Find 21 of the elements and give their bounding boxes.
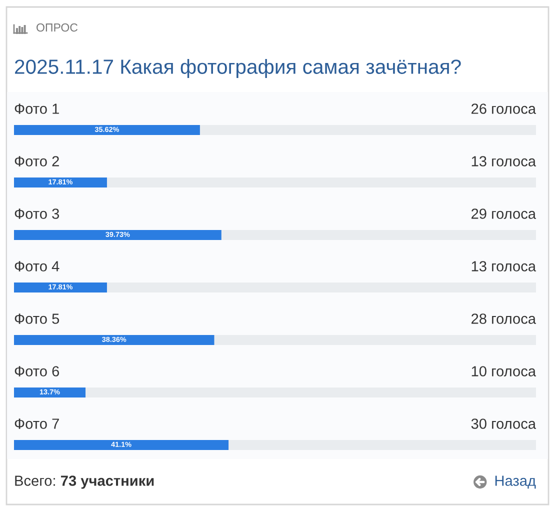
y-tick-label: Фото 3 bbox=[14, 208, 60, 219]
annotation: 29 голоса bbox=[472, 208, 536, 219]
annotation: 26 голоса bbox=[472, 104, 536, 114]
annotation: 30 голоса bbox=[471, 418, 536, 429]
annotation: 10 голоса bbox=[472, 366, 536, 376]
y-tick-label: Фото 7 bbox=[14, 418, 59, 429]
text: ОПРОС bbox=[36, 23, 78, 32]
y-tick-label: Фото 6 bbox=[14, 366, 60, 376]
y-tick-label: Фото 2 bbox=[14, 156, 59, 166]
bar bbox=[14, 178, 107, 188]
bar bbox=[14, 282, 107, 292]
y-tick-label: Фото 1 bbox=[14, 104, 59, 114]
y-tick-label: Фото 4 bbox=[14, 261, 60, 272]
annotation: 28 голоса bbox=[472, 314, 536, 324]
text: Всего: 73 участники bbox=[15, 476, 154, 489]
annotation: 13 голоса bbox=[472, 156, 536, 166]
y-tick-label: Фото 5 bbox=[14, 314, 60, 324]
chart-title: 2025.11.17 Какая фотография самая зачётная? bbox=[15, 59, 461, 78]
bar bbox=[14, 388, 86, 398]
text: Назад bbox=[495, 476, 536, 489]
annotation: 13 голоса bbox=[472, 261, 536, 272]
